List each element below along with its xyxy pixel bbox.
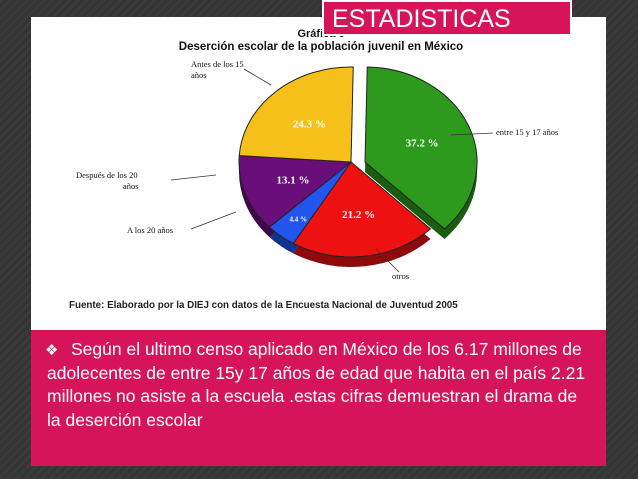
slice-name-despues: Después de los 20 años xyxy=(76,170,139,191)
slice-value-label: 24.3 % xyxy=(293,118,326,130)
chart-subtitle: Deserción escolar de la población juveni… xyxy=(179,41,463,53)
pie-chart: Gráfica 6 Deserción escolar de la poblac… xyxy=(69,28,558,311)
pie-slice xyxy=(238,66,354,163)
pie-slices: 37.2 % 21.2 % 4.4 % 13.1 % 24.3 % xyxy=(238,66,478,267)
slice-value-label: 13.1 % xyxy=(277,175,310,187)
slice-value-label: 4.4 % xyxy=(290,215,308,223)
bullet-panel: ❖ Según el ultimo censo aplicado en Méxi… xyxy=(31,330,606,466)
bullet-text: Según el ultimo censo aplicado en México… xyxy=(47,339,586,430)
leader-lines xyxy=(170,68,494,273)
pie-slice xyxy=(238,155,353,228)
slice-value-label: 21.2 % xyxy=(342,209,375,221)
slice-name-antes: Antes de los 15 años xyxy=(191,59,244,80)
slide-title: ESTADISTICAS xyxy=(322,0,572,36)
bullet-icon: ❖ xyxy=(45,342,59,359)
pie-slice xyxy=(364,66,478,230)
slice-value-label: 37.2 % xyxy=(406,137,439,149)
pie-slice xyxy=(292,161,432,258)
slice-name-a20: A los 20 años xyxy=(127,225,173,235)
slice-name-otros: otros xyxy=(392,271,409,281)
slice-name-entre: entre 15 y 17 años xyxy=(496,127,558,137)
chart-source: Fuente: Elaborado por la DIEJ con datos … xyxy=(69,300,458,311)
